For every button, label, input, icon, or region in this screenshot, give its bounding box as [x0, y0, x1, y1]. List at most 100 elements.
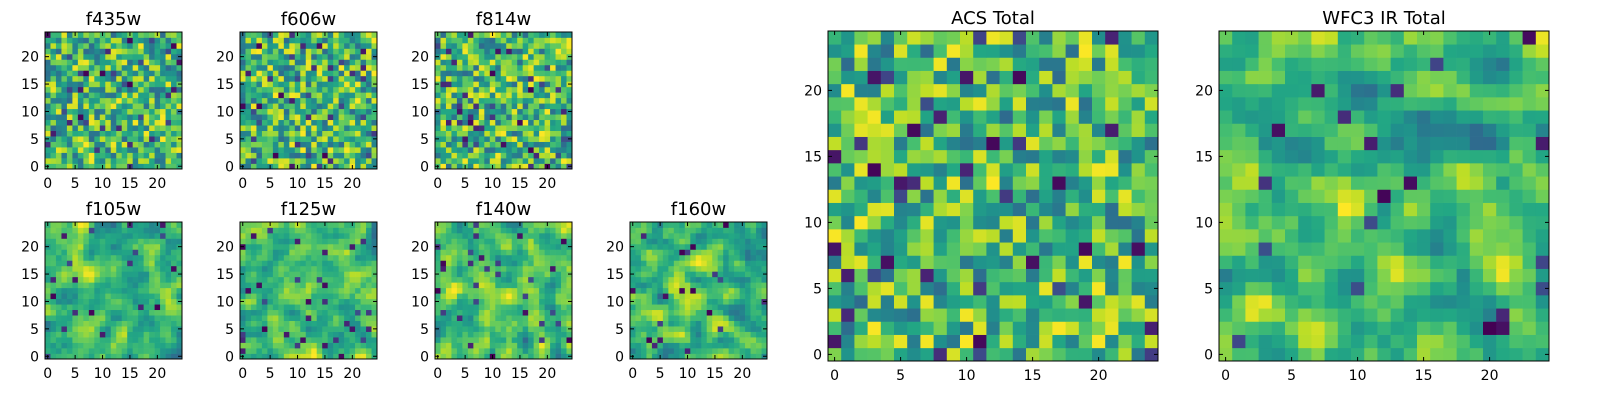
heatmap-cell: [245, 119, 252, 126]
heatmap-cell: [500, 282, 507, 289]
heatmap-cell: [635, 232, 642, 239]
heatmap-cell: [88, 125, 95, 131]
heatmap-cell: [528, 92, 534, 99]
heatmap-cell: [761, 265, 768, 272]
heatmap-cell: [1105, 189, 1119, 203]
heatmap-cell: [1026, 215, 1040, 230]
heatmap-cell: [555, 108, 562, 115]
heatmap-cell: [435, 315, 441, 321]
heatmap-cell: [240, 158, 246, 164]
heatmap-cell: [561, 287, 567, 294]
heatmap-cell: [138, 158, 144, 164]
heatmap-cell: [143, 320, 150, 327]
heatmap-cell: [160, 158, 166, 164]
heatmap-cell: [143, 37, 150, 44]
heatmap-cell: [50, 315, 57, 321]
heatmap-cell: [240, 293, 246, 300]
heatmap-cell: [55, 92, 62, 99]
heatmap-cell: [506, 32, 513, 38]
heatmap-cell: [662, 282, 669, 289]
heatmap-cell: [456, 287, 463, 294]
heatmap-cell: [435, 331, 441, 338]
heatmap-cell: [272, 114, 279, 121]
heatmap-cell: [745, 227, 751, 234]
heatmap-cell: [311, 260, 318, 267]
heatmap-cell: [294, 64, 301, 71]
heatmap-cell: [160, 75, 166, 82]
heatmap-cell: [445, 147, 452, 153]
heatmap-cell: [701, 260, 708, 267]
heatmap-cell: [45, 249, 51, 256]
heatmap-cell: [344, 337, 350, 343]
heatmap-cell: [327, 309, 334, 316]
heatmap-cell: [635, 249, 642, 256]
heatmap-cell: [311, 37, 318, 44]
heatmap-cell: [294, 337, 301, 343]
heatmap-cell: [451, 53, 458, 60]
heatmap-cell: [462, 92, 469, 99]
heatmap-cell: [920, 255, 934, 269]
heatmap-cell: [322, 59, 329, 66]
heatmap-cell: [261, 271, 268, 278]
heatmap-cell: [300, 282, 307, 289]
heatmap-cell: [245, 238, 252, 245]
heatmap-cell: [50, 320, 57, 327]
heatmap-cell: [99, 125, 106, 131]
heatmap-cell: [484, 282, 491, 289]
x-tick-label: 0: [238, 366, 247, 382]
heatmap-cell: [561, 114, 567, 121]
heatmap-cell: [544, 326, 551, 332]
heatmap-cell: [333, 92, 339, 99]
heatmap-cell: [349, 42, 356, 49]
heatmap-cell: [50, 119, 57, 126]
heatmap-cell: [456, 48, 463, 55]
heatmap-cell: [338, 53, 345, 60]
heatmap-cell: [283, 141, 290, 148]
heatmap-cell: [445, 158, 452, 164]
heatmap-cell: [256, 227, 263, 234]
heatmap-cell: [256, 254, 263, 261]
heatmap-cell: [728, 282, 735, 289]
heatmap-cell: [338, 81, 345, 88]
heatmap-cell: [267, 103, 274, 110]
heatmap-cell: [94, 119, 101, 126]
heatmap-cell: [77, 232, 84, 239]
heatmap-cell: [728, 331, 735, 338]
heatmap-cell: [544, 158, 551, 164]
y-tick-label: 15: [606, 267, 624, 283]
heatmap-cell: [338, 298, 345, 305]
heatmap-cell: [127, 254, 134, 261]
heatmap-cell: [272, 141, 279, 148]
heatmap-cell: [517, 152, 524, 159]
heatmap-cell: [333, 271, 339, 278]
heatmap-cell: [316, 130, 323, 137]
heatmap-cell: [467, 147, 474, 153]
y-tick-label: 10: [21, 294, 39, 310]
heatmap-cell: [171, 103, 177, 110]
heatmap-cell: [333, 337, 339, 343]
heatmap-cell: [489, 309, 496, 316]
heatmap-cell: [528, 293, 534, 300]
heatmap-cell: [517, 141, 524, 148]
heatmap-cell: [50, 114, 57, 121]
heatmap-cell: [662, 293, 669, 300]
heatmap-cell: [484, 271, 491, 278]
heatmap-cell: [278, 271, 285, 278]
heatmap-cell: [528, 243, 534, 250]
heatmap-cell: [500, 141, 507, 148]
heatmap-cell: [478, 254, 485, 261]
heatmap-cell: [77, 304, 84, 311]
heatmap-cell: [701, 320, 708, 327]
heatmap-cell: [132, 260, 139, 267]
heatmap-cell: [160, 152, 166, 159]
heatmap-cell: [723, 353, 729, 360]
heatmap-cell: [344, 163, 350, 170]
heatmap-cell: [690, 315, 697, 321]
heatmap-cell: [267, 147, 274, 153]
heatmap-cell: [149, 320, 155, 327]
heatmap-cell: [550, 147, 556, 153]
heatmap-cell: [841, 215, 855, 230]
heatmap-cell: [695, 265, 702, 272]
heatmap-cell: [500, 249, 507, 256]
heatmap-cell: [1105, 176, 1119, 190]
